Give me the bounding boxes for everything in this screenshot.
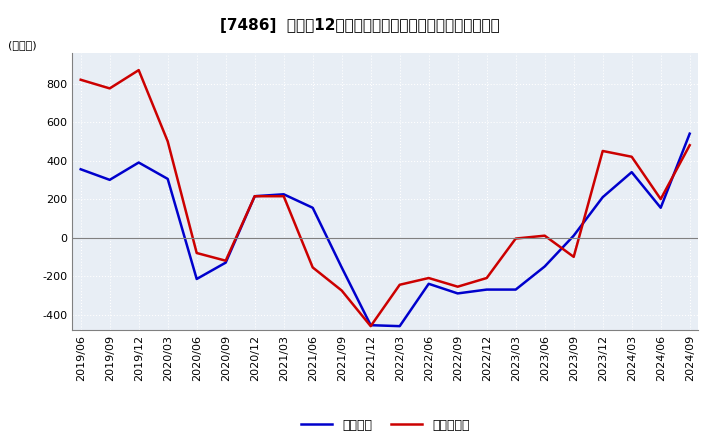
当期純利益 [685, 143, 694, 148]
経常利益 [192, 276, 201, 282]
経常利益 [395, 323, 404, 329]
当期純利益 [221, 258, 230, 263]
当期純利益 [105, 86, 114, 91]
経常利益 [570, 233, 578, 238]
経常利益 [657, 205, 665, 210]
当期純利益 [76, 77, 85, 82]
経常利益 [627, 169, 636, 175]
Line: 当期純利益: 当期純利益 [81, 70, 690, 326]
当期純利益 [482, 275, 491, 281]
当期純利益 [541, 233, 549, 238]
Line: 経常利益: 経常利益 [81, 134, 690, 326]
経常利益 [424, 281, 433, 286]
経常利益 [163, 176, 172, 182]
経常利益 [105, 177, 114, 183]
経常利益 [76, 167, 85, 172]
経常利益 [135, 160, 143, 165]
経常利益 [251, 194, 259, 199]
当期純利益 [135, 67, 143, 73]
当期純利益 [454, 284, 462, 290]
Y-axis label: (百万円): (百万円) [8, 40, 36, 50]
経常利益 [221, 260, 230, 265]
当期純利益 [279, 194, 288, 199]
当期純利益 [308, 265, 317, 270]
当期純利益 [395, 282, 404, 287]
当期純利益 [163, 139, 172, 144]
当期純利益 [511, 236, 520, 241]
経常利益 [598, 194, 607, 200]
経常利益 [482, 287, 491, 292]
当期純利益 [627, 154, 636, 159]
当期純利益 [598, 148, 607, 154]
経常利益 [541, 264, 549, 269]
当期純利益 [570, 254, 578, 260]
経常利益 [279, 192, 288, 197]
経常利益 [308, 205, 317, 210]
当期純利益 [424, 275, 433, 281]
Legend: 経常利益, 当期純利益: 経常利益, 当期純利益 [296, 414, 474, 437]
経常利益 [338, 265, 346, 270]
当期純利益 [251, 194, 259, 199]
経常利益 [511, 287, 520, 292]
経常利益 [685, 131, 694, 136]
当期純利益 [338, 288, 346, 293]
Text: [7486]  利益の12か月移動合計の対前年同期増減額の推移: [7486] 利益の12か月移動合計の対前年同期増減額の推移 [220, 18, 500, 33]
経常利益 [454, 291, 462, 296]
当期純利益 [657, 196, 665, 202]
経常利益 [366, 323, 375, 328]
当期純利益 [366, 323, 375, 329]
当期純利益 [192, 250, 201, 256]
